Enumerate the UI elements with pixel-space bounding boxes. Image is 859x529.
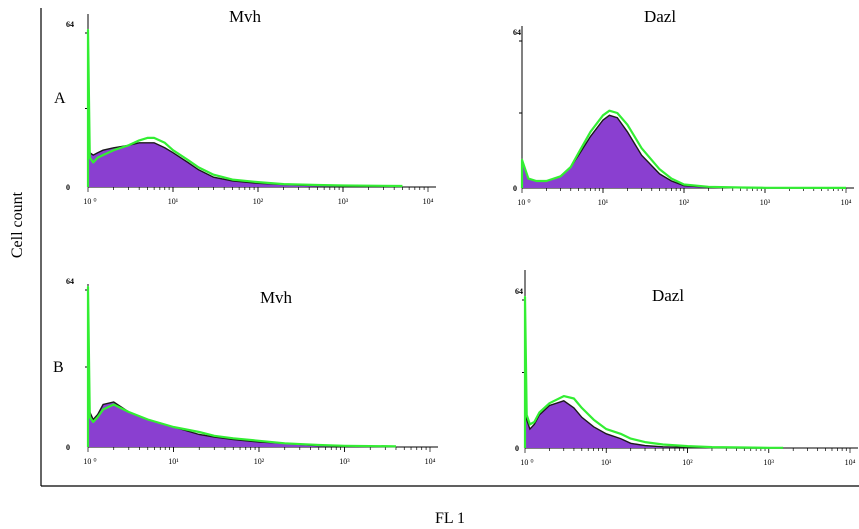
- y-tick-label: 64: [66, 277, 74, 286]
- y-tick-label: 0: [513, 184, 517, 193]
- x-tick-label: 10³: [339, 457, 350, 466]
- x-tick-label: 10¹: [601, 458, 612, 467]
- x-tick-label: 10²: [254, 457, 265, 466]
- x-tick-label: 10³: [760, 198, 771, 207]
- x-tick-label: 10¹: [168, 457, 179, 466]
- histogram-green-trace: [86, 28, 403, 188]
- x-tick-label: 10 ⁰: [517, 198, 530, 207]
- x-tick-label: 10²: [253, 197, 264, 206]
- histogram-green-trace: [520, 109, 847, 189]
- x-tick-label: 10⁴: [425, 457, 436, 466]
- x-tick-label: 10⁴: [845, 458, 856, 467]
- histogram-fill: [88, 113, 403, 187]
- x-tick-label: 10⁴: [423, 197, 434, 206]
- histogram-fill: [88, 347, 396, 447]
- y-axis-label: Cell count: [9, 191, 26, 258]
- y-tick-label: 0: [515, 444, 519, 453]
- panel-a-mvh: Mvh 64 0 10 ⁰ 10¹ 10² 10³ 10⁴: [66, 7, 436, 206]
- row-label-a: A: [54, 90, 66, 107]
- y-tick-label: 64: [66, 20, 74, 29]
- x-axis-label: FL 1: [435, 510, 465, 527]
- panel-b-mvh: Mvh 64 0 10 ⁰ 10¹ 10² 10³ 10⁴: [66, 277, 438, 466]
- histogram-green-trace: [523, 295, 784, 449]
- x-tick-label: 10²: [682, 458, 693, 467]
- panel-title: Mvh: [260, 288, 293, 307]
- histogram-fill: [525, 389, 784, 448]
- x-tick-label: 10²: [679, 198, 690, 207]
- x-tick-label: 10 ⁰: [83, 197, 96, 206]
- panel-title: Dazl: [644, 7, 676, 26]
- x-tick-label: 10³: [338, 197, 349, 206]
- y-tick-label: 0: [66, 183, 70, 192]
- panel-a-dazl: Dazl 64 010 ⁰ 10¹ 10² 10³ 10⁴: [513, 7, 854, 207]
- panel-title: Mvh: [229, 7, 262, 26]
- y-tick-label: 64: [513, 28, 521, 37]
- y-tick-label: 64: [515, 287, 523, 296]
- x-tick-label: 10¹: [598, 198, 609, 207]
- x-tick-label: 10³: [764, 458, 775, 467]
- row-label-b: B: [53, 359, 64, 376]
- x-tick-label: 10⁴: [841, 198, 852, 207]
- histogram-green-trace: [86, 285, 397, 448]
- x-tick-label: 10 ⁰: [520, 458, 533, 467]
- x-tick-label: 10¹: [168, 197, 179, 206]
- panel-title: Dazl: [652, 286, 684, 305]
- y-tick-label: 0: [66, 443, 70, 452]
- x-tick-label: 10 ⁰: [83, 457, 96, 466]
- histogram-fill: [522, 115, 846, 188]
- panel-b-dazl: Dazl 64 010 ⁰ 10¹ 10² 10³ 10⁴: [515, 270, 858, 467]
